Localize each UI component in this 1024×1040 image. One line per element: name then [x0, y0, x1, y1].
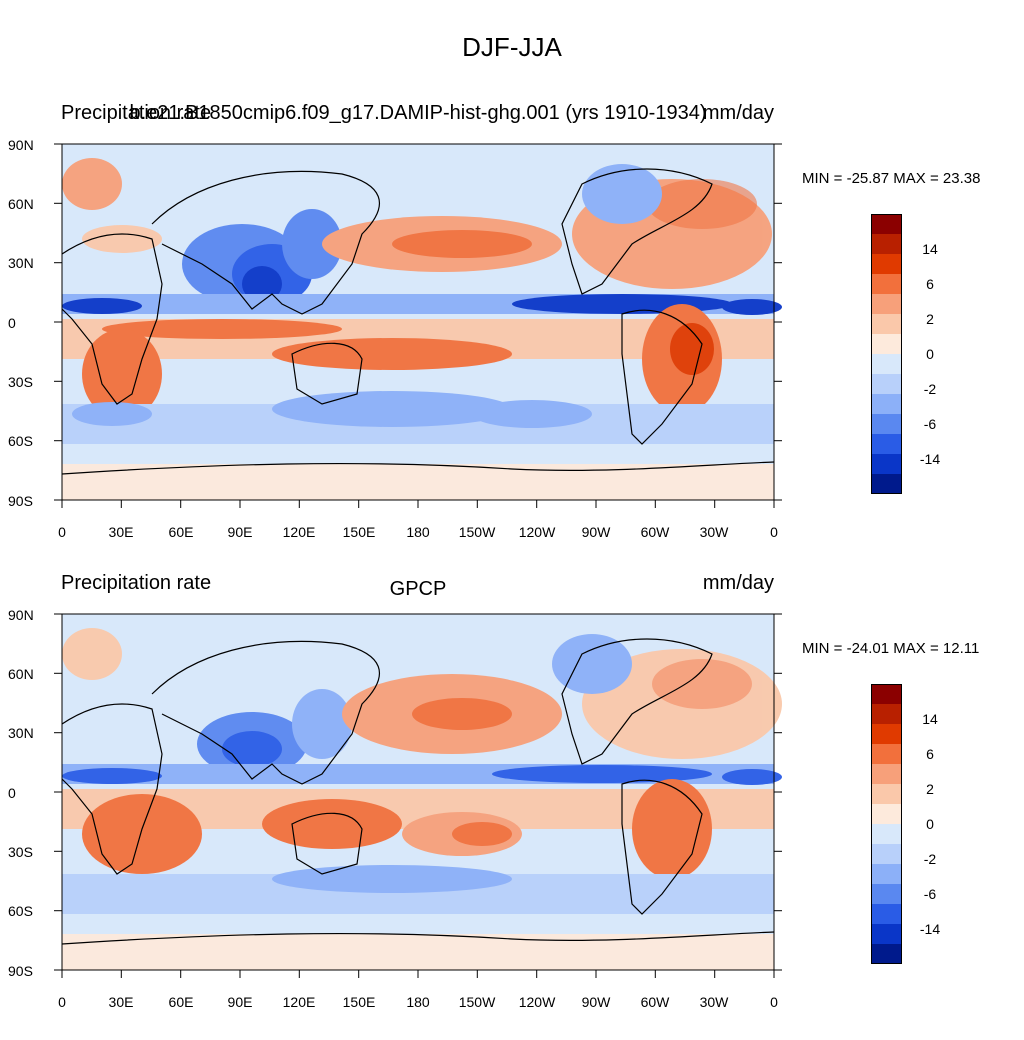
colorbar-label: 14 [922, 241, 938, 257]
lat-label: 90S [8, 493, 33, 509]
lon-label: 60W [640, 994, 670, 1010]
colorbar-swatch [871, 254, 902, 275]
colorbar-swatch [871, 904, 902, 925]
lat-label: 60N [8, 196, 34, 212]
lon-label: 150E [342, 994, 376, 1010]
colorbar-swatch [871, 684, 902, 705]
colorbar-swatch [871, 354, 902, 375]
min-max-label: MIN = -24.01 MAX = 12.11 [802, 640, 980, 657]
figure-title: DJF-JJA [462, 32, 562, 62]
lat-label: 30N [8, 725, 34, 741]
lon-label: 60E [168, 994, 194, 1010]
lat-label: 30N [8, 255, 34, 271]
lat-label: 90S [8, 963, 33, 979]
lon-label: 0 [770, 524, 778, 540]
colorbar-swatch [871, 314, 902, 335]
colorbar-border [871, 684, 902, 964]
lon-label: 30W [699, 994, 729, 1010]
colorbar-swatch [871, 234, 902, 255]
colorbar-label: 0 [926, 816, 934, 832]
colorbar-swatch [871, 864, 902, 885]
lat-label: 90N [8, 137, 34, 153]
panel-center-title: b.e21.B1850cmip6.f09_g17.DAMIP-hist-ghg.… [129, 102, 707, 124]
min-max-label: MIN = -25.87 MAX = 23.38 [802, 170, 981, 187]
lon-label: 150E [342, 524, 376, 540]
colorbar-label: -2 [923, 381, 937, 397]
lon-label: 30W [699, 524, 729, 540]
colorbar-swatch [871, 274, 902, 295]
colorbar-swatch [871, 824, 902, 845]
lat-label: 30S [8, 374, 33, 390]
panel-units: mm/day [702, 572, 774, 594]
colorbar-swatch [871, 394, 902, 415]
lon-label: 60E [168, 524, 194, 540]
lon-label: 150W [458, 994, 496, 1010]
lat-label: 60S [8, 433, 33, 449]
lon-label: 90E [227, 994, 253, 1010]
colorbar-swatch [871, 374, 902, 395]
colorbar-swatch [871, 214, 902, 235]
panel-left-title: Precipitation rate [61, 102, 212, 124]
lat-label: 0 [8, 785, 16, 801]
colorbar-border [871, 214, 902, 494]
lon-label: 30E [108, 524, 134, 540]
lon-label: 150W [458, 524, 496, 540]
colorbar-label: -6 [923, 886, 937, 902]
colorbar-swatch [871, 704, 902, 725]
lon-label: 60W [640, 524, 670, 540]
lat-label: 60N [8, 666, 34, 682]
colorbar-swatch [871, 804, 902, 825]
colorbar-swatch [871, 294, 902, 315]
lat-label: 0 [8, 315, 16, 331]
lon-label: 180 [406, 994, 430, 1010]
lon-label: 180 [406, 524, 430, 540]
lon-label: 90W [581, 524, 611, 540]
colorbar [871, 214, 902, 494]
colorbar-swatch [871, 434, 902, 455]
colorbar-swatch [871, 764, 902, 785]
lon-label: 120E [282, 524, 316, 540]
colorbar-swatch [871, 924, 902, 945]
colorbar-label: 0 [926, 346, 934, 362]
colorbar-swatch [871, 844, 902, 865]
lon-label: 120W [518, 524, 556, 540]
lon-label: 30E [108, 994, 134, 1010]
colorbar-swatch [871, 454, 902, 475]
colorbar-label: 14 [922, 711, 938, 727]
colorbar-label: 6 [926, 746, 934, 762]
precip-map [54, 143, 782, 508]
colorbar-label: 2 [926, 311, 934, 327]
lon-label: 0 [58, 994, 66, 1010]
panel-units: mm/day [702, 102, 774, 124]
lon-label: 0 [770, 994, 778, 1010]
lon-label: 90W [581, 994, 611, 1010]
colorbar-label: 6 [926, 276, 934, 292]
colorbar-label: -14 [919, 451, 941, 467]
lon-label: 120E [282, 994, 316, 1010]
colorbar-swatch [871, 724, 902, 745]
colorbar-label: 2 [926, 781, 934, 797]
panel-left-title: Precipitation rate [61, 572, 212, 594]
colorbar-swatch [871, 884, 902, 905]
colorbar-swatch [871, 474, 902, 494]
colorbar-label: -6 [923, 416, 937, 432]
colorbar-label: -14 [919, 921, 941, 937]
colorbar [871, 684, 902, 964]
map-panel-gpcp: Precipitation rate GPCP mm/day MIN = -24… [0, 570, 1024, 1040]
colorbar-swatch [871, 744, 902, 765]
precip-map [54, 613, 782, 978]
map-panel-model: Precipitation rate b.e21.B1850cmip6.f09_… [0, 100, 1024, 570]
colorbar-label: -2 [923, 851, 937, 867]
lat-label: 90N [8, 607, 34, 623]
panel-center-title: GPCP [389, 578, 447, 600]
lon-label: 0 [58, 524, 66, 540]
lon-label: 90E [227, 524, 253, 540]
colorbar-swatch [871, 414, 902, 435]
lat-label: 60S [8, 903, 33, 919]
colorbar-swatch [871, 784, 902, 805]
lat-label: 30S [8, 844, 33, 860]
lon-label: 120W [518, 994, 556, 1010]
colorbar-swatch [871, 334, 902, 355]
colorbar-swatch [871, 944, 902, 964]
